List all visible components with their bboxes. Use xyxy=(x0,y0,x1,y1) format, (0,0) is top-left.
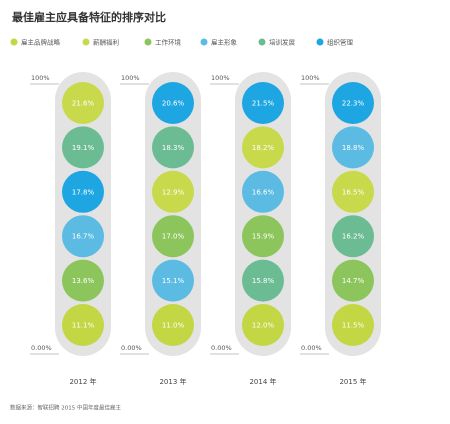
legend-swatch xyxy=(258,38,266,46)
bottom-label: 0.00% xyxy=(121,344,142,352)
legend-label: 薪酬福利 xyxy=(93,38,119,47)
top-label: 100% xyxy=(31,74,50,82)
value-label: 16.7% xyxy=(72,233,95,241)
value-label: 21.6% xyxy=(72,100,95,108)
year-label: 2014 年 xyxy=(249,377,276,386)
value-label: 11.1% xyxy=(72,322,95,330)
value-label: 11.0% xyxy=(162,322,185,330)
legend-label: 雇主品牌战略 xyxy=(21,38,61,47)
value-circle xyxy=(152,126,194,169)
value-circle xyxy=(242,215,284,258)
value-circle xyxy=(62,215,104,258)
value-circle xyxy=(332,304,374,346)
value-label: 12.0% xyxy=(252,322,275,330)
legend-label: 组织管理 xyxy=(327,38,354,47)
year-label: 2013 年 xyxy=(159,377,186,386)
value-circle xyxy=(152,170,194,213)
legend-swatch xyxy=(144,38,152,46)
value-label: 20.6% xyxy=(162,100,185,108)
value-circle xyxy=(62,259,104,302)
bottom-label: 0.00% xyxy=(31,344,52,352)
value-circle xyxy=(332,170,374,213)
value-circle xyxy=(242,126,284,169)
source: 数据来源：智联招聘 2015 中国年度最佳雇主 xyxy=(10,404,121,412)
value-circle xyxy=(332,259,374,302)
value-label: 14.7% xyxy=(342,277,365,285)
year-label: 2012 年 xyxy=(69,377,96,386)
value-label: 18.8% xyxy=(342,144,365,152)
legend-swatch xyxy=(10,38,18,46)
value-circle xyxy=(62,82,104,124)
value-label: 15.8% xyxy=(252,277,275,285)
value-label: 19.1% xyxy=(72,144,95,152)
value-label: 12.9% xyxy=(162,188,185,196)
value-circle xyxy=(152,82,194,124)
value-label: 22.3% xyxy=(342,100,365,108)
value-circle xyxy=(242,82,284,124)
value-circle xyxy=(332,82,374,124)
legend-swatch xyxy=(82,38,90,46)
chart-title: 最佳雇主应具备特征的排序对比 xyxy=(12,10,166,24)
legend-label: 培训发展 xyxy=(269,38,296,47)
value-label: 21.5% xyxy=(252,100,275,108)
top-label: 100% xyxy=(211,74,230,82)
value-label: 17.0% xyxy=(162,233,185,241)
value-label: 16.6% xyxy=(252,188,275,196)
legend-swatch xyxy=(316,38,324,46)
value-circle xyxy=(152,215,194,258)
value-circle xyxy=(62,170,104,213)
bottom-label: 0.00% xyxy=(301,344,322,352)
value-circle xyxy=(62,304,104,346)
legend-label: 雇主形象 xyxy=(211,38,238,47)
value-circle xyxy=(242,259,284,302)
legend-label: 工作环境 xyxy=(155,38,182,47)
value-circle xyxy=(332,126,374,169)
value-circle xyxy=(152,259,194,302)
value-label: 17.8% xyxy=(72,188,95,196)
value-circle xyxy=(242,170,284,213)
value-circle xyxy=(332,215,374,258)
value-label: 15.1% xyxy=(162,277,185,285)
top-label: 100% xyxy=(121,74,140,82)
value-label: 11.5% xyxy=(342,322,365,330)
year-label: 2015 年 xyxy=(339,377,366,386)
value-label: 13.6% xyxy=(72,277,95,285)
value-circle xyxy=(152,304,194,346)
value-circle xyxy=(62,126,104,169)
value-circle xyxy=(242,304,284,346)
value-label: 16.2% xyxy=(342,233,365,241)
value-label: 15.9% xyxy=(252,233,275,241)
legend-swatch xyxy=(200,38,208,46)
value-label: 18.2% xyxy=(252,144,275,152)
value-label: 16.5% xyxy=(342,188,365,196)
value-label: 18.3% xyxy=(162,144,185,152)
top-label: 100% xyxy=(301,74,320,82)
bottom-label: 0.00% xyxy=(211,344,232,352)
